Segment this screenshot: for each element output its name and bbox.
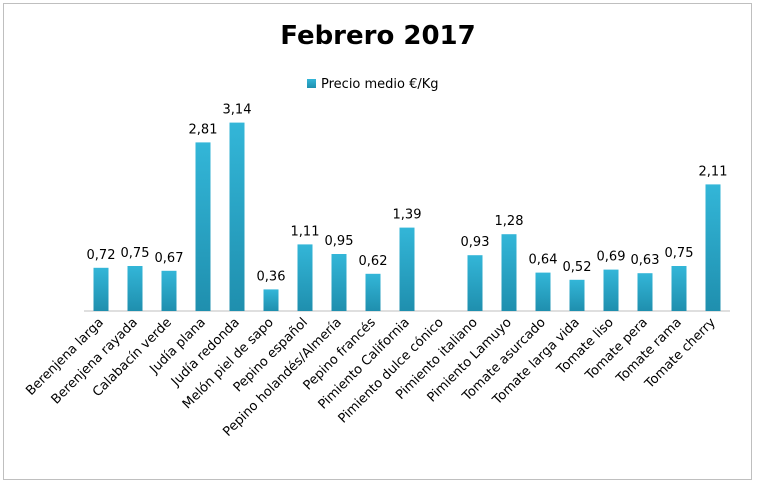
bar-18 <box>705 184 721 311</box>
bar-0 <box>93 267 109 311</box>
chart-frame <box>3 3 752 480</box>
bar-17 <box>671 266 687 311</box>
data-label-16: 0,63 <box>631 253 660 268</box>
data-label-2: 0,67 <box>155 251 184 266</box>
data-label-5: 0,36 <box>257 269 286 284</box>
bar-12 <box>501 234 517 311</box>
bar-16 <box>637 273 653 311</box>
data-label-0: 0,72 <box>87 248 116 263</box>
data-label-3: 2,81 <box>189 122 218 137</box>
data-label-4: 3,14 <box>223 103 252 118</box>
bar-5 <box>263 289 279 311</box>
bar-7 <box>331 254 347 311</box>
data-labels-group: 0,72 0,75 0,67 2,81 3,14 0,36 1,11 0,95 0,62 1,39… <box>87 103 728 285</box>
data-label-13: 0,64 <box>529 253 558 268</box>
bar-11 <box>467 255 483 311</box>
bar-6 <box>297 244 313 311</box>
legend-label: Precio medio €/Kg <box>321 77 439 92</box>
bar-13 <box>535 272 551 311</box>
bar-15 <box>603 269 619 311</box>
bar-8 <box>365 273 381 311</box>
data-label-8: 0,62 <box>359 254 388 269</box>
data-label-1: 0,75 <box>121 246 150 261</box>
legend-swatch <box>307 79 316 88</box>
bar-4 <box>229 122 245 311</box>
data-label-6: 1,11 <box>291 224 320 239</box>
bar-3 <box>195 142 211 311</box>
bar-2 <box>161 270 177 311</box>
data-label-7: 0,95 <box>325 234 354 249</box>
bar-1 <box>127 266 143 311</box>
bars-group <box>93 122 721 311</box>
data-label-18: 2,11 <box>699 164 728 179</box>
data-label-9: 1,39 <box>393 208 422 223</box>
chart-title: Febrero 2017 <box>280 21 476 51</box>
data-label-17: 0,75 <box>665 246 694 261</box>
data-label-11: 0,93 <box>461 235 490 250</box>
data-label-14: 0,52 <box>563 260 592 275</box>
bar-14 <box>569 279 585 311</box>
data-label-15: 0,69 <box>597 250 626 265</box>
bar-9 <box>399 227 415 311</box>
data-label-12: 1,28 <box>495 214 524 229</box>
legend: Precio medio €/Kg <box>307 77 439 92</box>
